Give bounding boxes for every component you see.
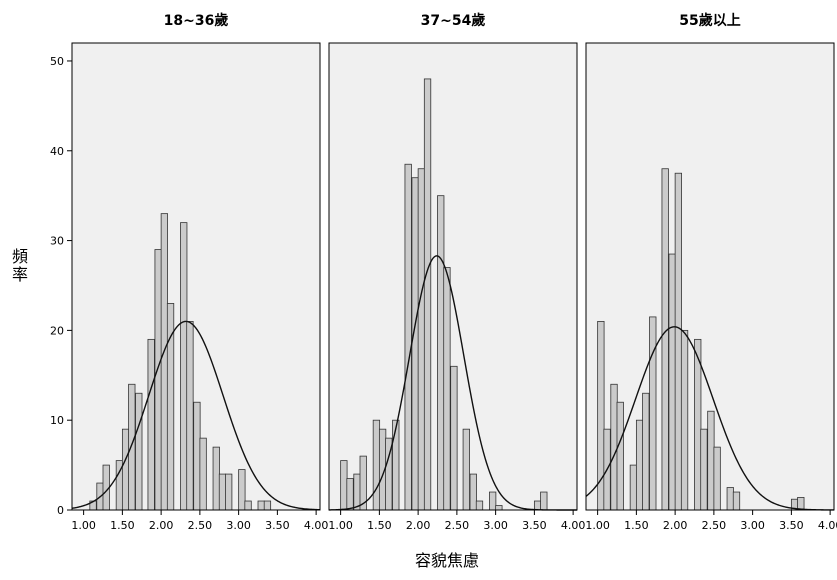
histogram-bar: [423, 78, 432, 511]
histogram-bar: [121, 428, 130, 511]
histogram-bar: [450, 365, 458, 511]
x-tick-label: 3.00: [740, 519, 765, 532]
histogram-bar: [199, 437, 207, 511]
histogram-bar: [257, 500, 265, 511]
y-tick-label: 30: [50, 235, 64, 248]
x-tick-label: 3.50: [522, 519, 547, 532]
x-tick-label: 3.00: [483, 519, 508, 532]
histogram-bar: [674, 172, 682, 511]
x-tick-label: 2.50: [188, 519, 213, 532]
x-tick-label: 2.50: [445, 519, 470, 532]
panel-title: 55歲以上: [679, 12, 740, 29]
histogram-bar: [147, 338, 155, 511]
x-tick-label: 2.50: [702, 519, 727, 532]
histogram-bar: [732, 491, 741, 511]
y-tick-label: 10: [50, 414, 64, 427]
histogram-bar: [540, 491, 548, 511]
y-tick-label: 20: [50, 324, 64, 337]
histogram-bar: [642, 392, 650, 511]
y-axis-title: 頻率: [12, 247, 28, 284]
histogram-bar: [475, 500, 484, 511]
x-axis-title: 容貌焦慮: [415, 551, 479, 570]
histogram-bar: [489, 491, 497, 511]
histogram-bar: [616, 401, 624, 511]
histogram-bar: [340, 460, 348, 511]
normal-curve: [585, 326, 834, 511]
x-tick-label: 4.00: [818, 519, 837, 532]
x-tick-label: 1.50: [367, 519, 392, 532]
histogram-bar: [166, 303, 175, 511]
histogram-bar: [661, 168, 669, 511]
histogram-bar: [443, 267, 451, 511]
histogram-bar: [495, 505, 503, 511]
histogram-bar: [180, 222, 188, 511]
x-tick-label: 3.50: [265, 519, 290, 532]
histogram-bar: [128, 383, 136, 511]
x-tick-label: 1.50: [624, 519, 649, 532]
histogram-bar: [225, 473, 233, 511]
histogram-bar: [680, 329, 689, 511]
histogram-bar: [263, 500, 272, 511]
histogram-bar: [372, 419, 381, 511]
x-tick-label: 3.00: [226, 519, 251, 532]
histogram-bar: [218, 473, 227, 511]
histogram-bar: [346, 478, 354, 511]
x-tick-label: 1.00: [328, 519, 353, 532]
histogram-bar: [469, 473, 477, 511]
histogram-bar: [244, 500, 252, 511]
histogram-bar: [160, 213, 168, 511]
histogram-bar: [533, 500, 542, 511]
plot-frame: [585, 42, 835, 511]
x-tick-label: 4.00: [304, 519, 329, 532]
histogram-panel: 1.00 1.50 2.00 2.50 3.00 3.50 4.00 55歲以上: [585, 12, 837, 532]
x-tick-label: 1.50: [110, 519, 135, 532]
x-tick-label: 2.00: [149, 519, 174, 532]
histogram-bar: [694, 338, 702, 511]
histogram-bar: [797, 497, 805, 511]
histogram-bar: [700, 428, 708, 511]
histogram-bar: [437, 195, 445, 511]
y-tick-label: 50: [50, 55, 64, 68]
histogram-panel: 1.00 1.50 2.00 2.50 3.00 3.50 4.00 18~36歲: [71, 12, 328, 532]
x-tick-label: 4.00: [561, 519, 586, 532]
histogram-bar: [462, 428, 470, 511]
histogram-bar: [713, 446, 721, 511]
histogram-bar: [635, 419, 644, 511]
x-tick-label: 3.50: [779, 519, 804, 532]
plot-frame: [71, 42, 321, 511]
histogram-bar: [193, 401, 201, 511]
panel-title: 18~36歲: [164, 12, 229, 29]
x-tick-label: 1.00: [585, 519, 610, 532]
histogram-bar: [417, 168, 425, 511]
histogram-bar: [186, 320, 194, 511]
histogram-bar: [404, 163, 412, 511]
histogram-bar: [629, 464, 638, 511]
y-tick-label: 0: [57, 504, 64, 517]
histogram-bar: [726, 487, 734, 511]
x-tick-label: 1.00: [71, 519, 96, 532]
histogram-bar: [353, 473, 361, 511]
histogram-bar: [649, 316, 657, 511]
x-tick-label: 2.00: [406, 519, 431, 532]
histogram-bar: [707, 410, 715, 511]
histogram-bar: [392, 419, 400, 511]
x-tick-label: 2.00: [663, 519, 688, 532]
normal-curve: [71, 320, 321, 511]
histogram-bar: [238, 469, 246, 511]
histogram-bar: [212, 446, 220, 511]
histogram-panel: 1.00 1.50 2.00 2.50 3.00 3.50 4.00 37~54歲: [328, 12, 585, 532]
histogram-bar: [610, 383, 618, 511]
y-tick-label: 40: [50, 145, 64, 158]
plot-frame: [328, 42, 578, 511]
histogram-bar: [135, 392, 143, 511]
histogram-bar: [668, 253, 676, 511]
histogram-bar: [411, 177, 419, 511]
panel-title: 37~54歲: [421, 12, 486, 29]
histogram-bar: [154, 249, 162, 511]
